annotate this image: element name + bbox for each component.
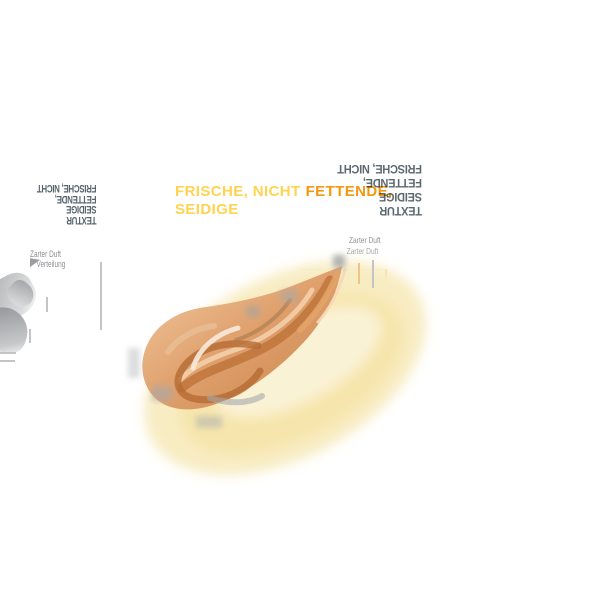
caption-left-line1: Zarter Duft (30, 249, 61, 259)
rotated-headline-line: FRISCHE, NICHT (337, 162, 422, 176)
headline-line1-orange: FETTENDE, (305, 183, 393, 200)
pointer-line-right (372, 260, 374, 288)
caption-right-line2: Zarter Duft (346, 246, 379, 256)
headline-line1-yellow: FRISCHE, NICHT (175, 183, 301, 200)
caption-right: Zarter Duft Zarter Duft (346, 235, 381, 256)
headline-line2: SEIDIGE (175, 201, 239, 218)
pointer-line-left (100, 262, 102, 330)
fragment-line-2 (29, 329, 31, 343)
caption-right-line1: Zarter Duft (349, 235, 381, 245)
pointer-line-right-warm (358, 263, 360, 284)
swatch-swirls (165, 268, 347, 406)
rotated-headline-line: SEIDIGE (379, 190, 422, 204)
swatch-artifacts (128, 255, 345, 428)
headline-line1: FRISCHE, NICHT FETTENDE, (175, 183, 393, 201)
caption-left: Zarter Duft Verteilung (30, 250, 65, 269)
caption-left-line2: Verteilung (36, 259, 66, 269)
rotated-headline-line: TEXTUR (379, 204, 422, 218)
fragment-line-4 (0, 360, 15, 362)
fragment-line-3 (0, 352, 16, 354)
headline: FRISCHE, NICHT FETTENDE, SEIDIGE (175, 183, 393, 219)
fragment-line-1 (46, 297, 48, 312)
rotated-headline-line: FETTENDE, (363, 176, 422, 190)
rotated-headline: TEXTUR SEIDIGE FETTENDE, FRISCHE, NICHT (284, 162, 422, 218)
